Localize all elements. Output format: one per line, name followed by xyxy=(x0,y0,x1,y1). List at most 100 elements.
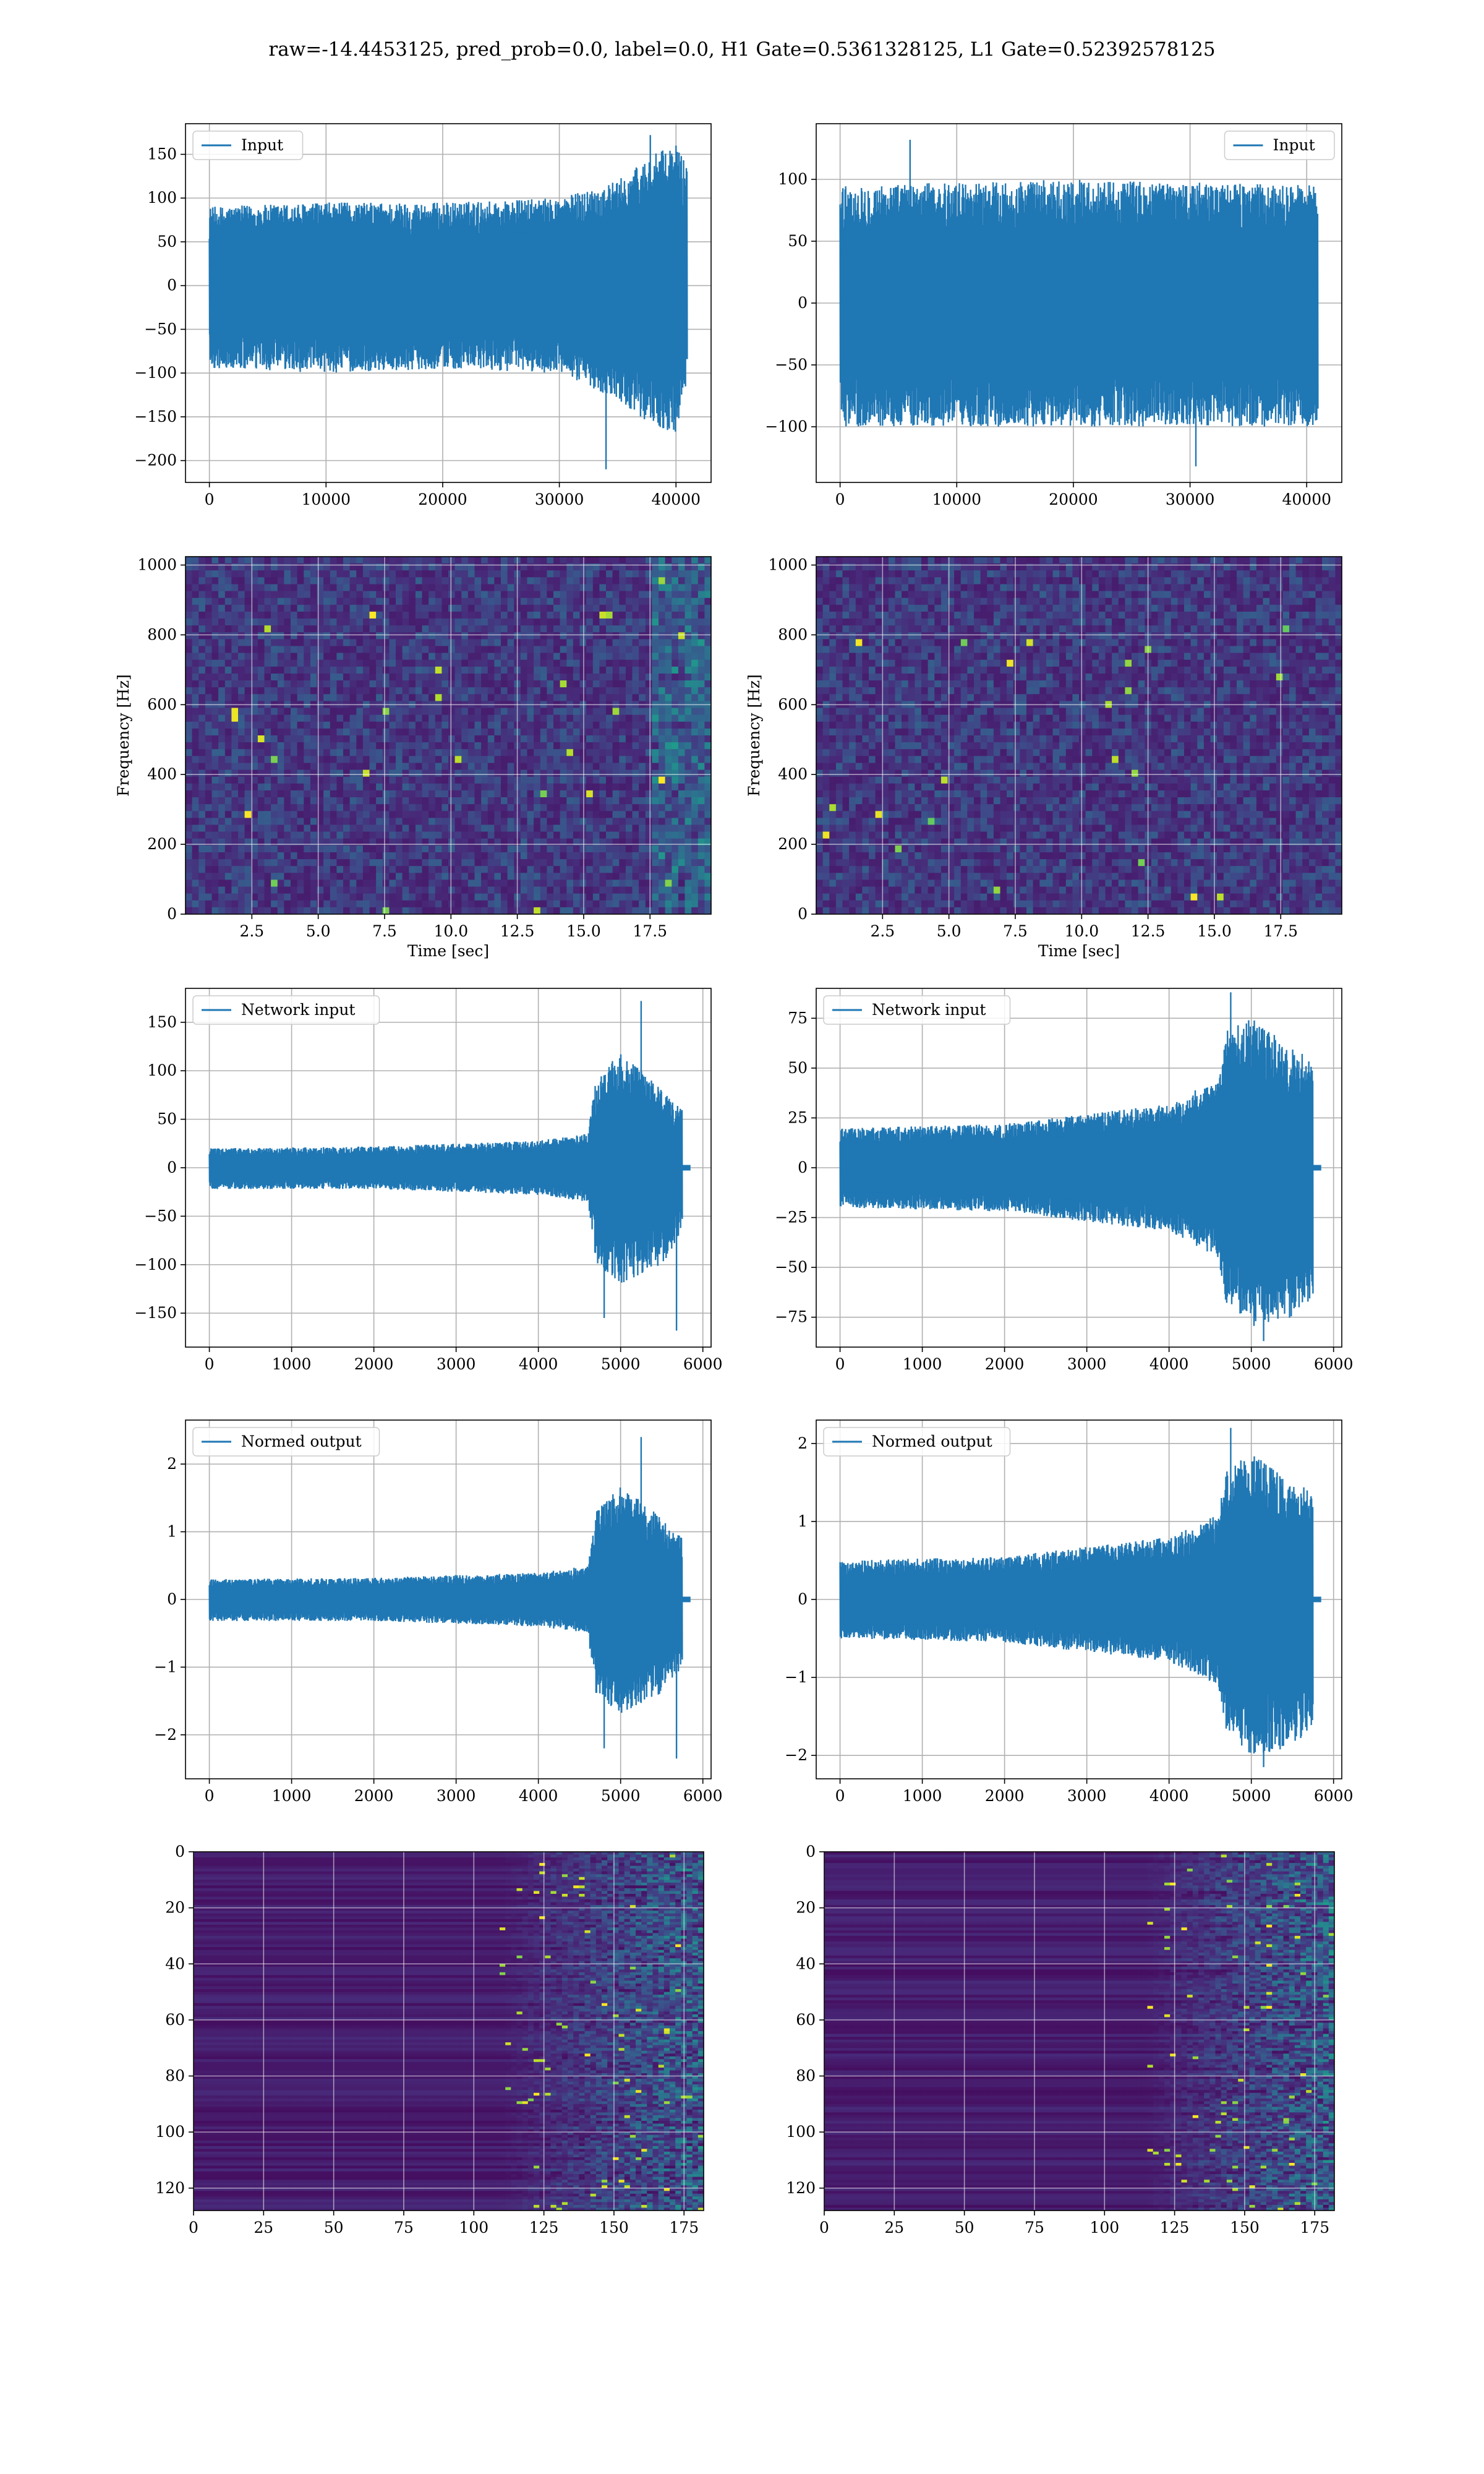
heat-cell xyxy=(251,763,258,771)
heat-cell xyxy=(1138,604,1145,612)
heat-cell xyxy=(619,557,626,564)
heat-cell xyxy=(599,818,607,826)
heat-cell xyxy=(231,625,239,633)
heat-cell xyxy=(343,721,351,729)
heat-cell xyxy=(441,873,449,880)
heat-cell xyxy=(343,886,351,894)
heat-cell xyxy=(619,577,626,584)
heat-cell xyxy=(665,659,672,667)
heat-cell xyxy=(224,790,232,798)
heat-cell xyxy=(323,866,331,873)
heat-cell xyxy=(639,797,646,805)
heat-cell xyxy=(1203,577,1211,584)
heat-cell xyxy=(218,852,226,860)
heat-cell xyxy=(271,708,278,716)
heat-cell xyxy=(639,831,646,839)
heat-cell xyxy=(869,597,876,606)
heat-cell xyxy=(284,776,291,784)
heat-cell xyxy=(487,625,495,633)
heat-cell xyxy=(376,577,383,584)
heat-cell xyxy=(704,838,711,846)
heat-cell xyxy=(704,659,711,667)
x-tick-label: 10000 xyxy=(302,490,351,508)
heat-cell xyxy=(310,611,318,619)
heat-cell xyxy=(592,893,600,901)
heat-cell xyxy=(205,763,213,771)
heat-cell xyxy=(645,584,652,592)
heat-cell xyxy=(376,639,383,647)
heat-cell xyxy=(297,838,304,846)
heat-cell xyxy=(501,735,508,743)
heat-cell xyxy=(251,873,258,880)
heat-cell xyxy=(356,804,364,811)
heat-cell xyxy=(474,886,482,894)
heat-cell xyxy=(362,873,370,880)
heat-cell xyxy=(1118,584,1125,592)
heat-cell xyxy=(376,674,383,681)
heat-cell xyxy=(362,852,370,860)
heat-cell xyxy=(244,831,252,839)
heat-cell xyxy=(271,811,278,818)
heat-cell xyxy=(205,735,213,743)
heat-cell xyxy=(264,818,271,826)
heat-cell xyxy=(665,749,672,756)
heat-cell xyxy=(402,893,409,901)
heat-cell xyxy=(330,680,337,688)
heat-cell xyxy=(855,584,863,592)
heat-cell xyxy=(277,714,284,722)
heat-cell xyxy=(343,831,351,839)
heat-cell xyxy=(606,694,613,701)
heat-cell xyxy=(1237,597,1244,606)
heat-cell xyxy=(454,824,462,833)
heat-cell xyxy=(592,749,600,756)
heat-cell xyxy=(659,597,666,606)
heat-cell xyxy=(218,756,226,763)
heat-cell xyxy=(547,873,554,880)
heat-cell xyxy=(448,742,456,750)
heat-cell xyxy=(454,653,462,661)
heat-cell xyxy=(579,728,587,736)
heat-cell xyxy=(822,577,830,584)
heat-cell xyxy=(343,625,351,633)
heat-cell xyxy=(264,907,271,914)
heat-cell xyxy=(632,659,639,667)
heat-cell xyxy=(310,584,318,592)
heat-cell xyxy=(1295,577,1303,584)
heat-cell xyxy=(330,749,337,756)
heat-cell xyxy=(186,831,193,839)
heat-cell xyxy=(336,680,344,688)
heat-cell xyxy=(264,659,271,667)
heat-cell xyxy=(422,618,429,626)
heat-cell xyxy=(501,769,508,777)
heat-cell xyxy=(349,632,357,640)
heat-cell xyxy=(704,769,711,777)
heat-cell xyxy=(429,804,436,811)
heat-cell xyxy=(520,880,528,888)
heat-cell xyxy=(672,742,679,750)
heat-cell xyxy=(1033,557,1040,564)
heat-cell xyxy=(1046,577,1054,584)
heat-cell xyxy=(501,632,508,640)
heat-cell xyxy=(435,618,442,626)
heat-cell xyxy=(369,708,377,716)
heat-cell xyxy=(330,666,337,674)
heat-cell xyxy=(534,570,541,578)
heat-cell xyxy=(697,625,705,633)
heat-cell xyxy=(625,790,633,798)
heat-cell xyxy=(257,783,265,791)
heat-cell xyxy=(409,859,416,867)
heat-cell xyxy=(198,570,206,578)
heat-cell xyxy=(947,604,955,612)
heat-cell xyxy=(691,797,699,805)
heat-cell xyxy=(192,659,199,667)
heat-cell xyxy=(382,584,390,592)
heat-cell xyxy=(224,557,232,564)
heat-cell xyxy=(1223,604,1230,612)
heat-cell xyxy=(481,811,488,818)
heat-cell xyxy=(186,742,193,750)
heat-cell xyxy=(356,674,364,681)
heat-cell xyxy=(422,680,429,688)
heat-cell xyxy=(362,756,370,763)
heat-cell xyxy=(579,873,587,880)
heat-cell xyxy=(586,790,594,798)
